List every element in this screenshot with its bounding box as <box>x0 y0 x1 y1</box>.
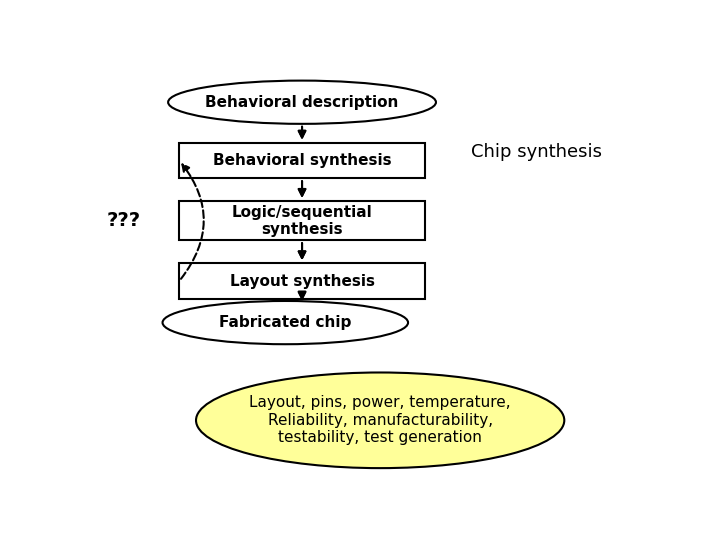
Text: ???: ??? <box>107 211 140 230</box>
Text: Behavioral synthesis: Behavioral synthesis <box>212 153 392 168</box>
Text: Layout, pins, power, temperature,
Reliability, manufacturability,
testability, t: Layout, pins, power, temperature, Reliab… <box>249 395 511 445</box>
FancyBboxPatch shape <box>179 143 425 178</box>
Text: Behavioral description: Behavioral description <box>205 94 399 110</box>
FancyBboxPatch shape <box>179 201 425 240</box>
FancyBboxPatch shape <box>179 264 425 299</box>
Text: Layout synthesis: Layout synthesis <box>230 274 374 288</box>
Ellipse shape <box>168 80 436 124</box>
FancyArrowPatch shape <box>181 165 204 279</box>
Ellipse shape <box>163 301 408 344</box>
Ellipse shape <box>196 373 564 468</box>
Text: Logic/sequential
synthesis: Logic/sequential synthesis <box>232 205 372 237</box>
Text: Chip synthesis: Chip synthesis <box>471 143 602 161</box>
Text: Fabricated chip: Fabricated chip <box>219 315 351 330</box>
